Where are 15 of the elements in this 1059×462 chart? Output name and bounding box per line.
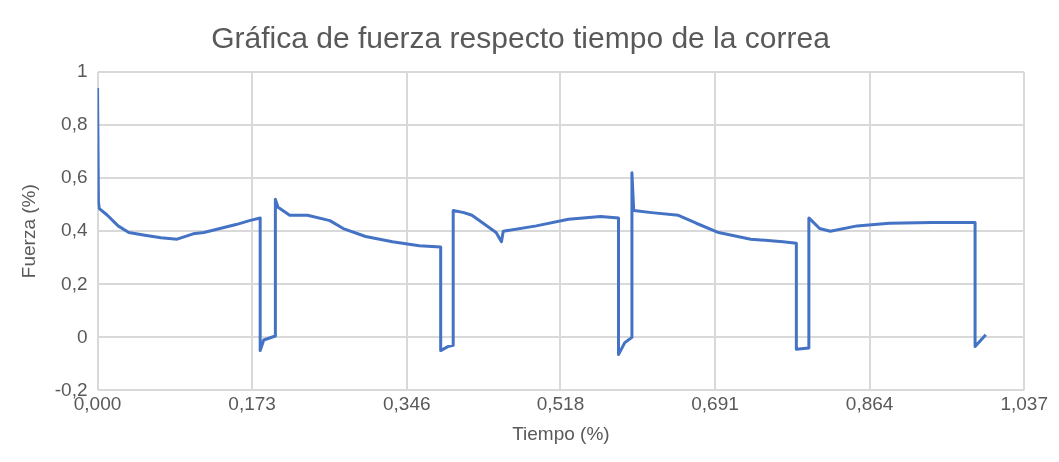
x-tick-label: 0,346 [382,393,431,415]
y-tick-label: 0,6 [61,166,88,188]
x-tick-label: 0,864 [845,393,894,415]
y-tick-label: 1 [76,60,88,82]
y-axis-title: Fuerza (%) [17,184,39,279]
x-tick-label: 0,691 [691,393,739,415]
x-tick-label: 1,037 [1000,393,1048,415]
y-tick-label: 0,8 [61,113,88,135]
y-tick-label: 0 [76,325,88,347]
x-axis-title: Tiempo (%) [512,422,610,444]
y-tick-label: 0,2 [61,272,88,294]
y-tick-label: 0,4 [61,219,88,241]
x-tick-label: 0,518 [536,393,585,415]
x-tick-label: 0,173 [228,393,276,415]
chart-title: Gráfica de fuerza respecto tiempo de la correa [211,21,831,55]
